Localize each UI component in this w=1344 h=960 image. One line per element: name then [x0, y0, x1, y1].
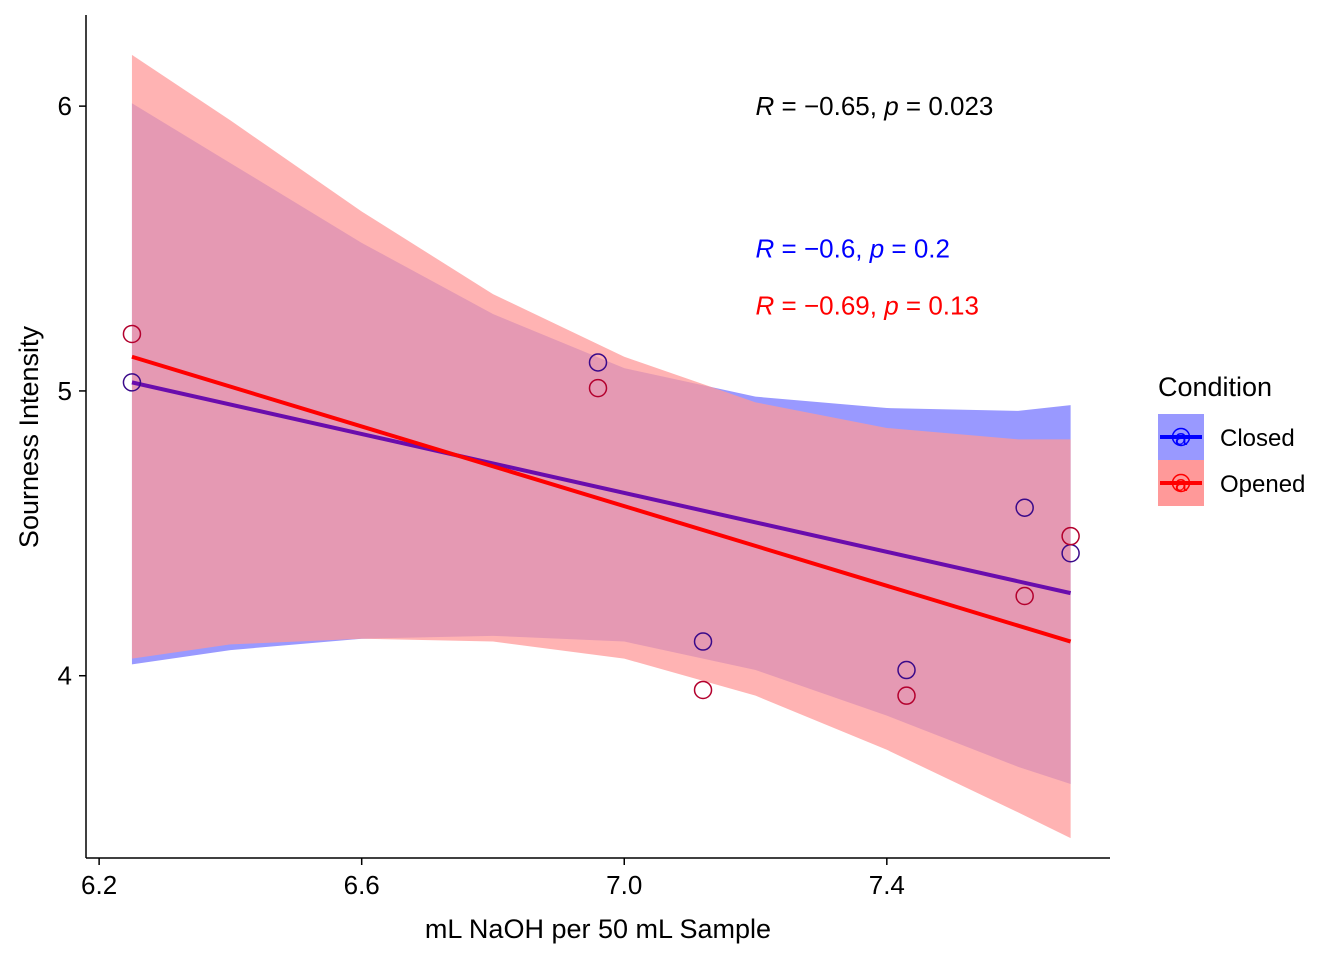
point-opened-4: [897, 686, 916, 705]
point-closed-4: [897, 660, 916, 680]
legend-item-closed: a Closed: [1158, 414, 1295, 460]
point-opened-1: [122, 324, 142, 344]
legend-key-point: [1171, 427, 1191, 447]
y-axis-ticks: 4 5 6: [58, 91, 86, 691]
x-tick-label: 7.4: [869, 870, 905, 900]
y-axis-label: Sourness Intensity: [14, 325, 44, 548]
point-closed-5: [1015, 498, 1034, 517]
data-points: [122, 324, 1080, 705]
legend-item-opened: a Opened: [1158, 460, 1305, 506]
fit-lines: [131, 354, 1072, 644]
legend-label-opened: Opened: [1220, 471, 1305, 498]
legend-key-glyph: a: [1175, 471, 1188, 496]
point-opened-3: [693, 680, 713, 700]
x-axis-label: mL NaOH per 50 mL Sample: [425, 914, 771, 944]
y-tick-label: 6: [58, 91, 72, 121]
point-closed-1: [122, 373, 142, 392]
confidence-bands: [131, 54, 1071, 839]
x-tick-label: 7.0: [606, 870, 642, 900]
point-closed-3: [693, 632, 713, 651]
point-closed-2: [588, 353, 608, 372]
point-opened-2: [588, 378, 608, 398]
legend: Condition a Closed a Opened: [1158, 372, 1305, 506]
band-opened: [131, 54, 1071, 839]
fit-line-closed: [131, 380, 1072, 596]
point-opened-6: [1061, 526, 1080, 546]
x-tick-label: 6.2: [81, 870, 117, 900]
y-tick-label: 5: [58, 376, 72, 406]
annotation-closed: R = −0.6, p = 0.2: [756, 234, 950, 264]
annotation-overall: R = −0.65, p = 0.023: [756, 91, 994, 121]
correlation-annotations: R = −0.65, p = 0.023 R = −0.6, p = 0.2 R =…: [756, 91, 994, 320]
legend-title: Condition: [1158, 372, 1272, 402]
x-tick-label: 6.6: [344, 870, 380, 900]
legend-key-glyph: a: [1175, 425, 1188, 450]
legend-label-closed: Closed: [1220, 425, 1295, 452]
annotation-opened: R = −0.69, p = 0.13: [756, 290, 979, 320]
point-opened-5: [1015, 586, 1034, 606]
x-axis-ticks: 6.2 6.6 7.0 7.4: [81, 858, 905, 900]
y-tick-label: 4: [58, 661, 72, 691]
fit-line-opened: [131, 354, 1072, 644]
legend-key-point: [1171, 473, 1191, 493]
